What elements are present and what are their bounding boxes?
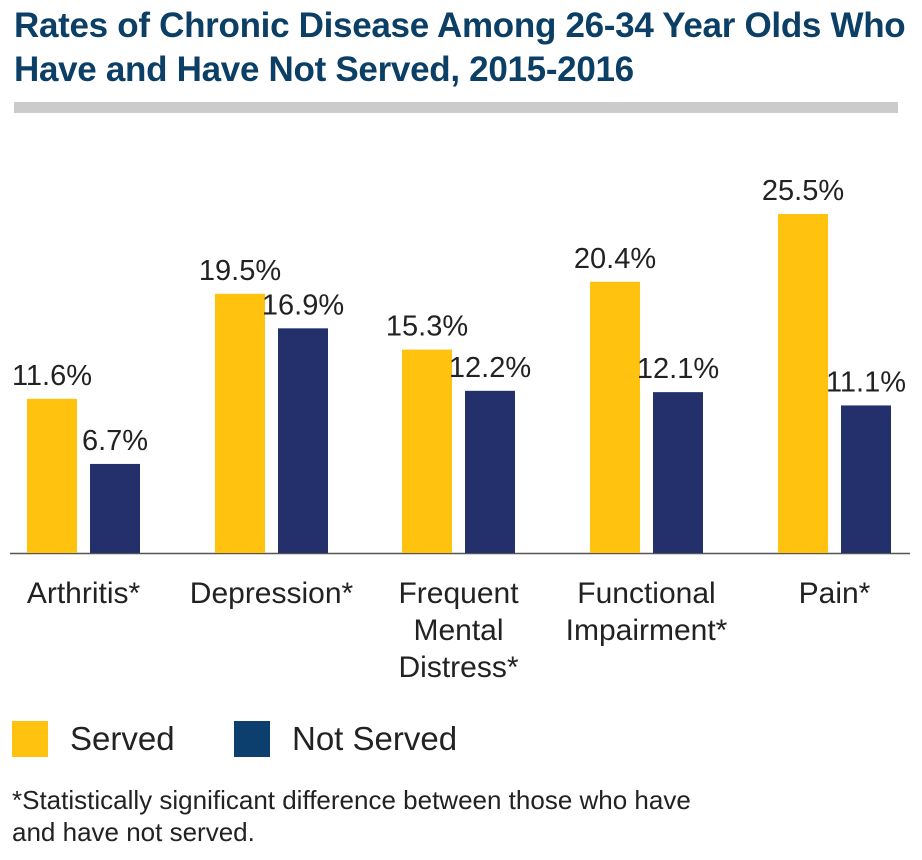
x-tick-label-3: Frequent Mental Distress* [398,577,519,684]
bar-served-4 [590,281,640,553]
bar-served-5 [778,214,828,553]
bar-not-served-3 [465,390,515,553]
data-label-not-served-1: 6.7% [82,425,148,457]
legend-label-not-served: Not Served [292,720,458,757]
chart-title: Rates of Chronic Disease Among 26-34 Yea… [14,6,906,89]
x-tick-label-1: Arthritis* [27,577,141,610]
x-tick-label-2: Depression* [190,577,354,610]
bar-not-served-2 [278,328,328,553]
data-label-not-served-3: 12.2% [449,352,531,384]
bar-not-served-1 [90,463,140,553]
data-label-not-served-2: 16.9% [262,289,344,321]
legend-label-served: Served [70,720,175,757]
title-divider [14,102,898,113]
bar-chart: 11.6% 6.7% Arthritis* 19.5%16.9% Depression*… [10,175,910,684]
x-tick-label-5: Pain* [799,577,871,610]
data-label-served-4: 20.4% [574,243,656,275]
bar-not-served-5 [841,405,891,553]
bar-not-served-4 [653,392,703,553]
bar-served-3 [402,349,452,553]
x-tick-label-4: Functional Impairment* [566,577,728,647]
data-label-not-served-5: 11.1% [826,366,906,398]
data-label-served-3: 15.3% [386,311,468,343]
data-label-served-2: 19.5% [199,255,281,287]
data-label-not-served-4: 12.1% [637,353,719,385]
data-label-served-1: 11.6% [12,360,92,392]
bar-served-1 [27,398,77,553]
legend-item-served: Served [12,718,175,760]
legend-swatch-served [12,721,48,757]
legend-swatch-not-served [234,721,270,757]
data-label-served-5: 25.5% [762,175,844,207]
bar-served-2 [215,293,265,553]
legend-item-not-served: Not Served [234,718,457,760]
footnote: *Statistically significant difference be… [12,785,691,847]
